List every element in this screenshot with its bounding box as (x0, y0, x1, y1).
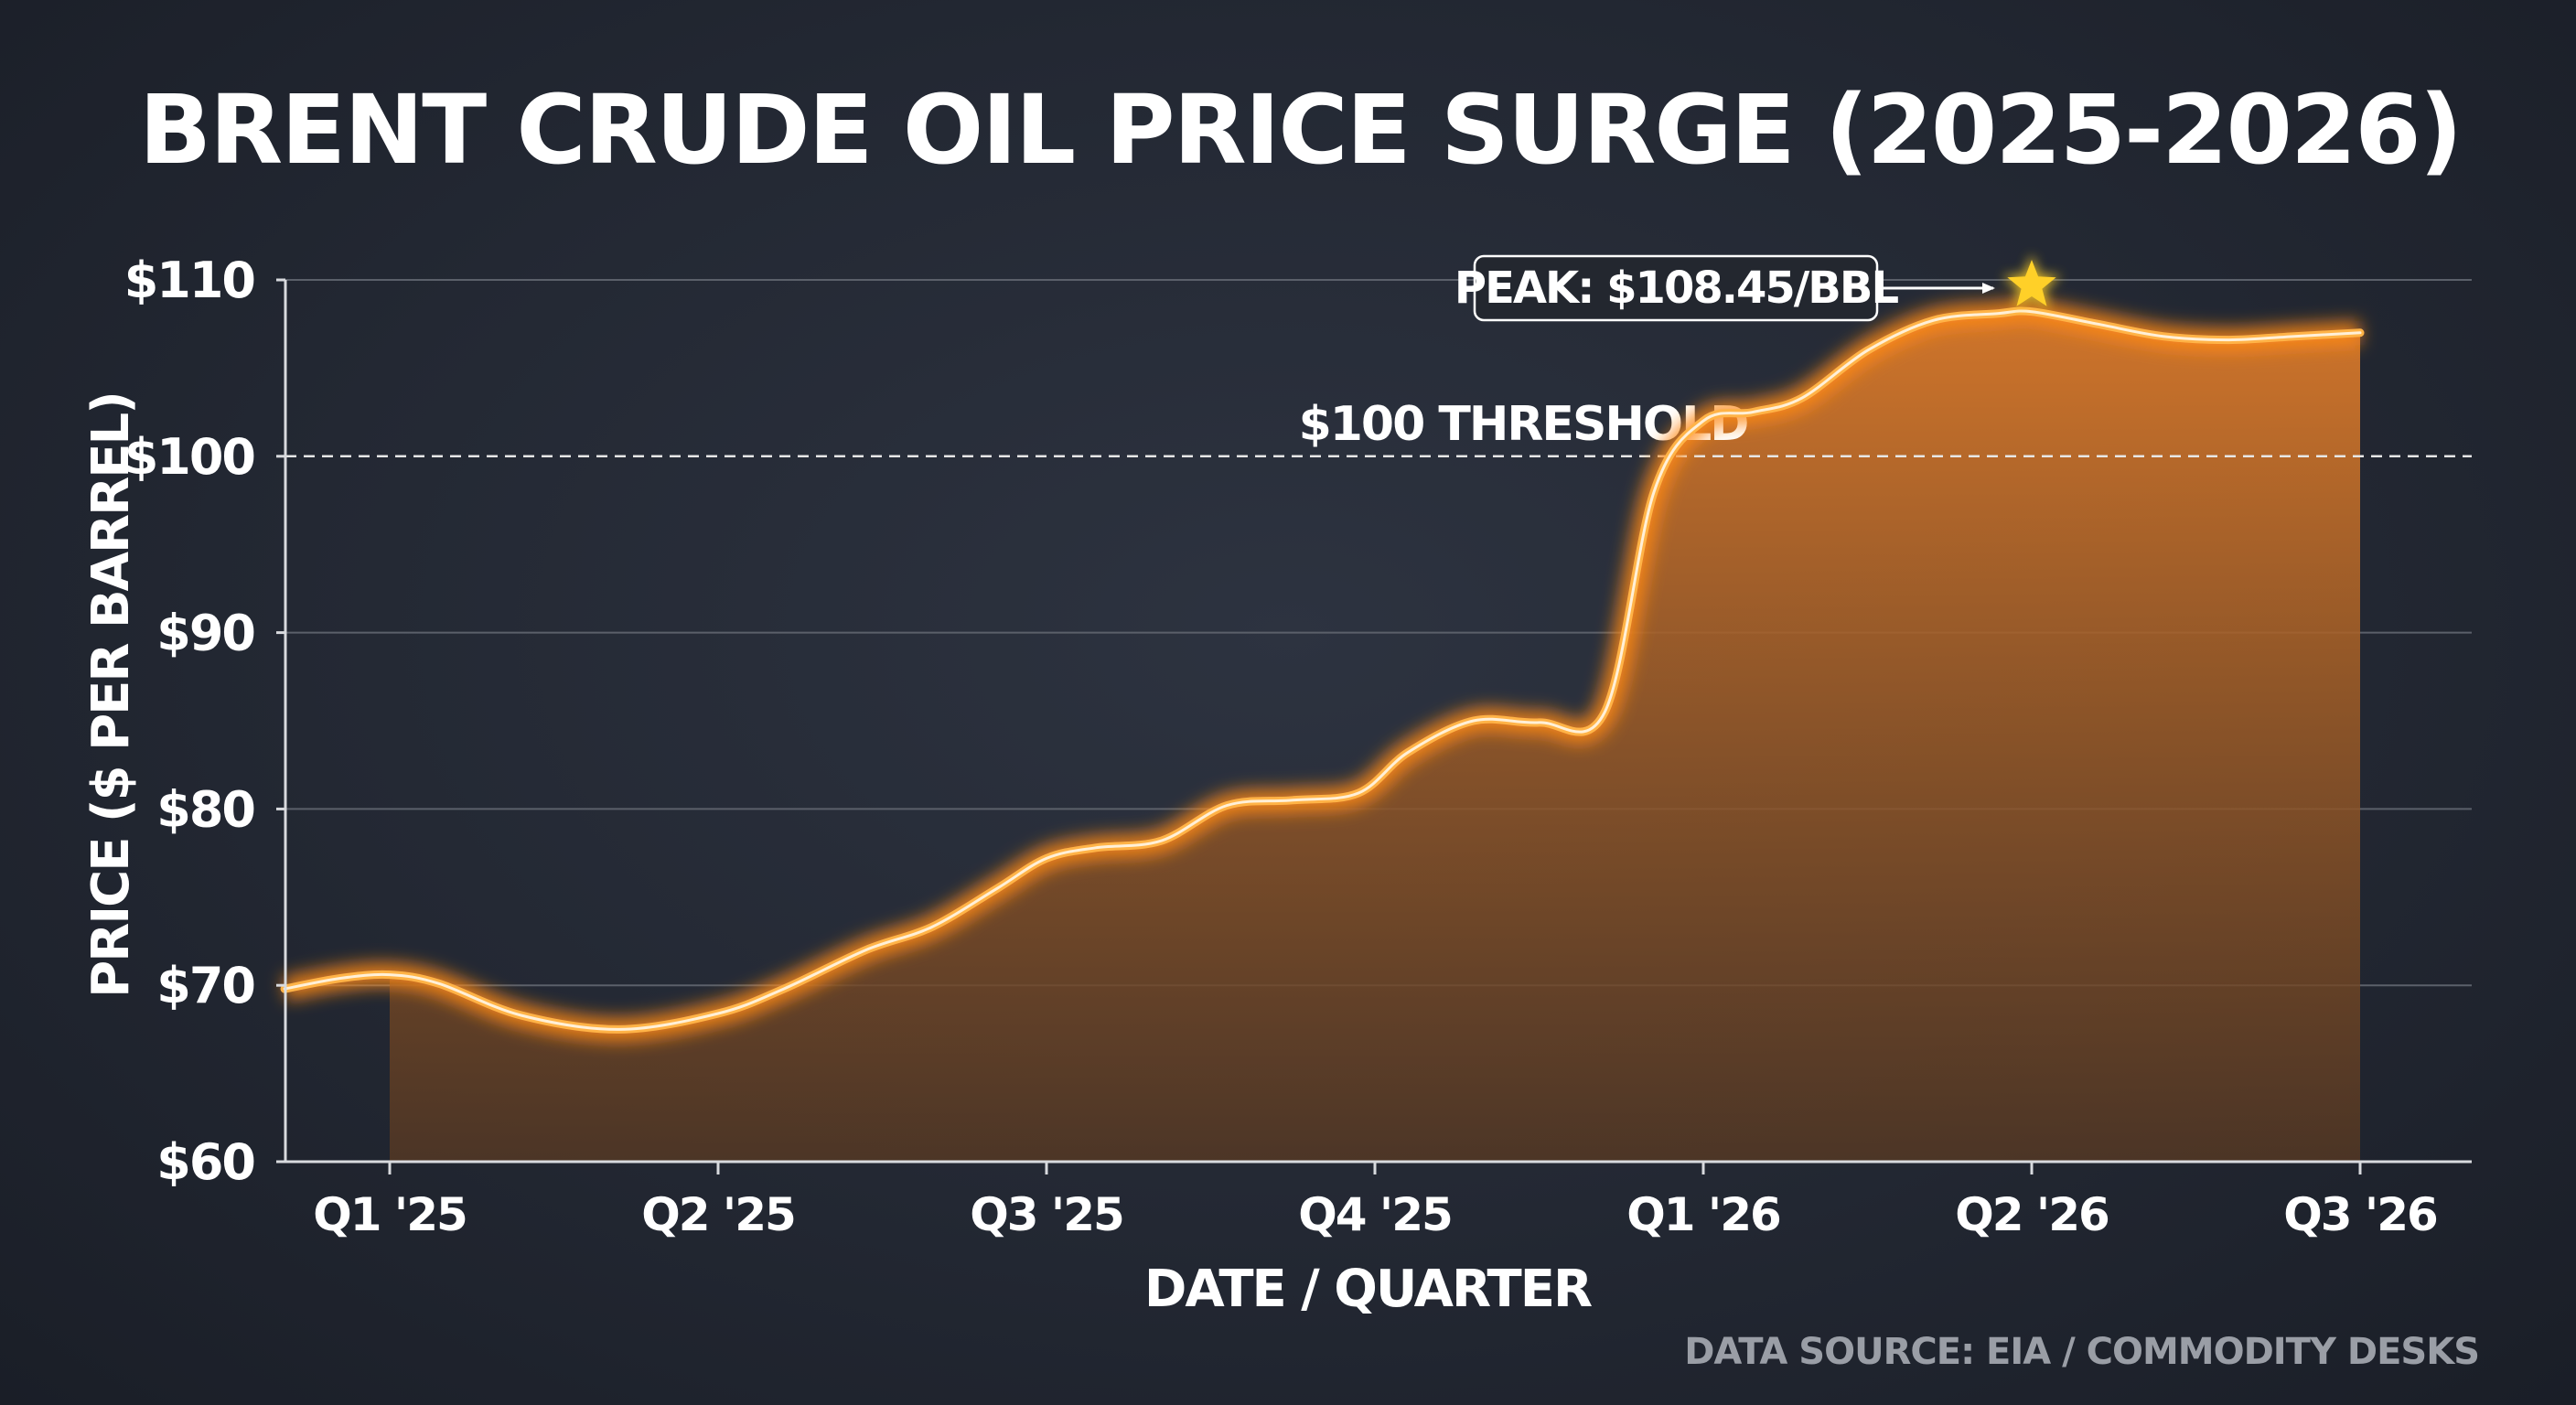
y-tick-label: $70 (156, 957, 254, 1014)
y-tick-label: $110 (124, 252, 254, 309)
x-tick-label: Q1 '25 (313, 1188, 467, 1241)
peak-star-icon (2007, 260, 2056, 306)
y-axis-ticks: $60 $70 $80 $90 $100 $110 (124, 252, 285, 1191)
x-axis-title: DATE / QUARTER (1144, 1260, 1592, 1319)
y-tick-label: $100 (124, 428, 254, 486)
x-axis-ticks: Q1 '25 Q2 '25 Q3 '25 Q4 '25 Q1 '26 Q2 '26 Q3 '… (313, 1162, 2439, 1241)
x-tick-label: Q2 '25 (641, 1188, 795, 1241)
y-axis-title: PRICE ($ PER BARREL) (81, 392, 141, 998)
x-tick-label: Q3 '25 (970, 1188, 1123, 1241)
peak-annotation: PEAK: $108.45/BBL (1454, 254, 2062, 322)
x-tick-label: Q1 '26 (1626, 1188, 1780, 1241)
y-tick-label: $60 (156, 1133, 254, 1191)
price-line-highlight (283, 309, 2362, 1031)
y-tick-label: $90 (156, 605, 254, 662)
data-source-note: DATA SOURCE: EIA / COMMODITY DESKS (1684, 1331, 2479, 1373)
x-tick-label: Q2 '26 (1955, 1188, 2109, 1241)
x-tick-label: Q4 '25 (1298, 1188, 1452, 1241)
peak-label: PEAK: $108.45/BBL (1454, 263, 1899, 314)
y-tick-label: $80 (156, 780, 254, 838)
chart-title: BRENT CRUDE OIL PRICE SURGE (2025-2026) (139, 74, 2461, 186)
x-tick-label: Q3 '26 (2283, 1188, 2437, 1241)
